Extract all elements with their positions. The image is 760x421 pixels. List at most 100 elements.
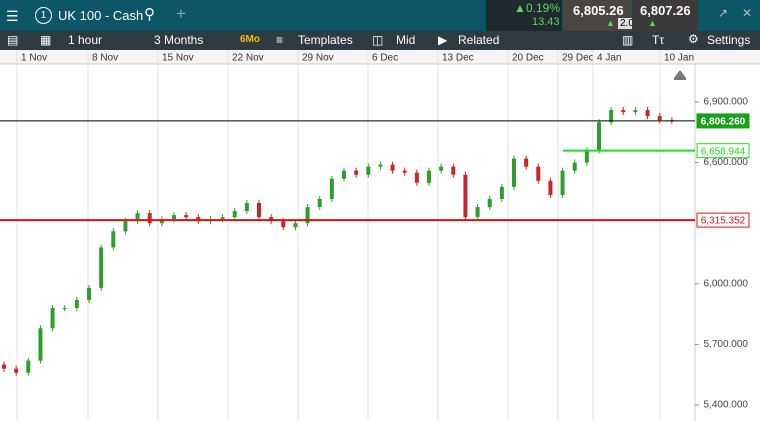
buy-box[interactable]: 6,807.26 ▲	[632, 0, 698, 31]
panel-icon[interactable]: ▤	[7, 33, 19, 47]
spread-arrow: ▲	[606, 18, 615, 28]
date-label: 8 Nov	[92, 53, 118, 64]
candle-body	[451, 166, 456, 175]
candle-body	[499, 186, 504, 199]
expand-icon[interactable]: ↗	[718, 6, 729, 20]
templates-icon: ≡	[276, 33, 284, 47]
candle-body	[159, 219, 164, 224]
menu-icon[interactable]: ☰	[6, 8, 19, 24]
top-bar: ☰ 1 UK 100 - Cash ⚲ + 0.19% ▲ 13.43 6,80…	[0, 0, 760, 31]
layout-icon[interactable]: ▦	[40, 33, 52, 47]
candle-body	[2, 364, 6, 369]
candle-body	[74, 299, 79, 309]
candle-body	[135, 213, 140, 222]
interval[interactable]: 1 hour	[68, 33, 103, 47]
y-tick-label: 6,000.000	[704, 278, 749, 289]
price-level-box	[696, 143, 750, 159]
price-type[interactable]: Mid	[396, 33, 416, 47]
chart: 1 Nov 8 Nov 15 Nov 22 Nov 29 Nov 6 Dec 13 Dec 2…	[0, 50, 760, 421]
candle-body	[111, 231, 116, 248]
candle-body	[548, 180, 553, 195]
search-icon[interactable]: ⚲	[144, 6, 155, 23]
candle-body	[342, 170, 346, 179]
candle-body	[366, 166, 371, 175]
settings-icon: ⚙	[688, 32, 699, 46]
candle-body	[281, 221, 286, 228]
candle-body	[402, 170, 407, 173]
candle-body	[512, 158, 516, 187]
candle-body	[439, 166, 444, 171]
change-points: 13.43	[532, 16, 560, 28]
date-label: 22 Nov	[232, 53, 264, 64]
price-level-box	[696, 113, 750, 129]
change-box: 0.19% ▲ 13.43	[486, 0, 562, 31]
candle-body	[572, 162, 577, 171]
candle-body	[390, 164, 395, 171]
date-axis-bg	[0, 50, 760, 64]
price-level-label: 6,806.260	[701, 117, 746, 128]
candle-body	[87, 287, 91, 300]
candle-body	[536, 166, 541, 181]
buy-price: 6,807.26	[640, 3, 691, 18]
range[interactable]: 3 Months	[154, 33, 204, 47]
y-tick-label: 5,400.000	[704, 400, 749, 411]
candle-body	[123, 221, 128, 232]
spread: 2.00	[618, 18, 642, 29]
candle-body	[524, 158, 529, 167]
up-arrow: ▲	[514, 1, 526, 15]
candle-body	[220, 217, 225, 220]
candle-body	[38, 328, 43, 361]
candle-body	[414, 172, 419, 183]
candle-body	[305, 207, 310, 224]
y-tick-label: 5,700.000	[704, 339, 749, 350]
candle-body	[463, 174, 468, 218]
instrument[interactable]: UK 100 - Cash	[58, 8, 144, 23]
candle-body	[172, 215, 176, 220]
candle-body	[317, 198, 322, 208]
price-level-box	[696, 212, 750, 228]
range-badge[interactable]: 6Mo	[240, 34, 260, 45]
y-tick-label: 6,900.000	[704, 97, 749, 108]
candle-body	[26, 360, 31, 373]
candle-body	[50, 308, 55, 329]
date-label: 20 Dec	[512, 53, 544, 64]
date-label: 29 Nov	[302, 53, 334, 64]
candle-body	[378, 164, 383, 167]
price-level-label: 6,315.352	[701, 216, 746, 227]
y-tick-label: 6,600.000	[704, 157, 749, 168]
related[interactable]: Related	[458, 33, 500, 47]
sell-box[interactable]: 6,805.26	[563, 0, 631, 31]
candle-body	[657, 116, 662, 121]
candle-body	[184, 215, 189, 218]
close-icon[interactable]: ✕	[742, 6, 753, 20]
text-icon[interactable]: Tτ	[652, 33, 665, 47]
candle-body	[584, 150, 589, 163]
candle-body	[232, 211, 237, 218]
candle-body	[329, 178, 334, 199]
templates[interactable]: Templates	[298, 33, 353, 47]
candle-body	[645, 110, 650, 117]
toolbar: ▤ ▦ 1 hour 3 Months 6Mo ≡ Templates ◫ Mi…	[0, 31, 760, 50]
date-label: 10 Jan	[664, 53, 694, 64]
scroll-marker[interactable]	[674, 70, 686, 80]
candle-body	[293, 223, 298, 228]
candle-body	[62, 308, 67, 310]
candle-body	[609, 110, 614, 123]
mid-icon: ◫	[372, 33, 384, 47]
settings[interactable]: Settings	[707, 33, 751, 47]
date-label: 15 Nov	[162, 53, 194, 64]
date-label: 1 Nov	[21, 53, 47, 64]
buy-arrow: ▲	[648, 18, 657, 28]
candle-body	[427, 170, 431, 183]
candle-body	[257, 203, 261, 218]
candle-body	[14, 368, 19, 373]
candle-body	[147, 213, 152, 224]
tab-number: 1	[35, 7, 52, 24]
candle-body	[597, 122, 601, 151]
candle-body	[475, 207, 480, 218]
add-tab[interactable]: +	[176, 4, 186, 23]
sell-price: 6,805.26	[573, 3, 624, 18]
candle-body	[354, 170, 359, 175]
candle-body	[633, 110, 638, 113]
draw-icon[interactable]: ▥	[622, 33, 634, 47]
